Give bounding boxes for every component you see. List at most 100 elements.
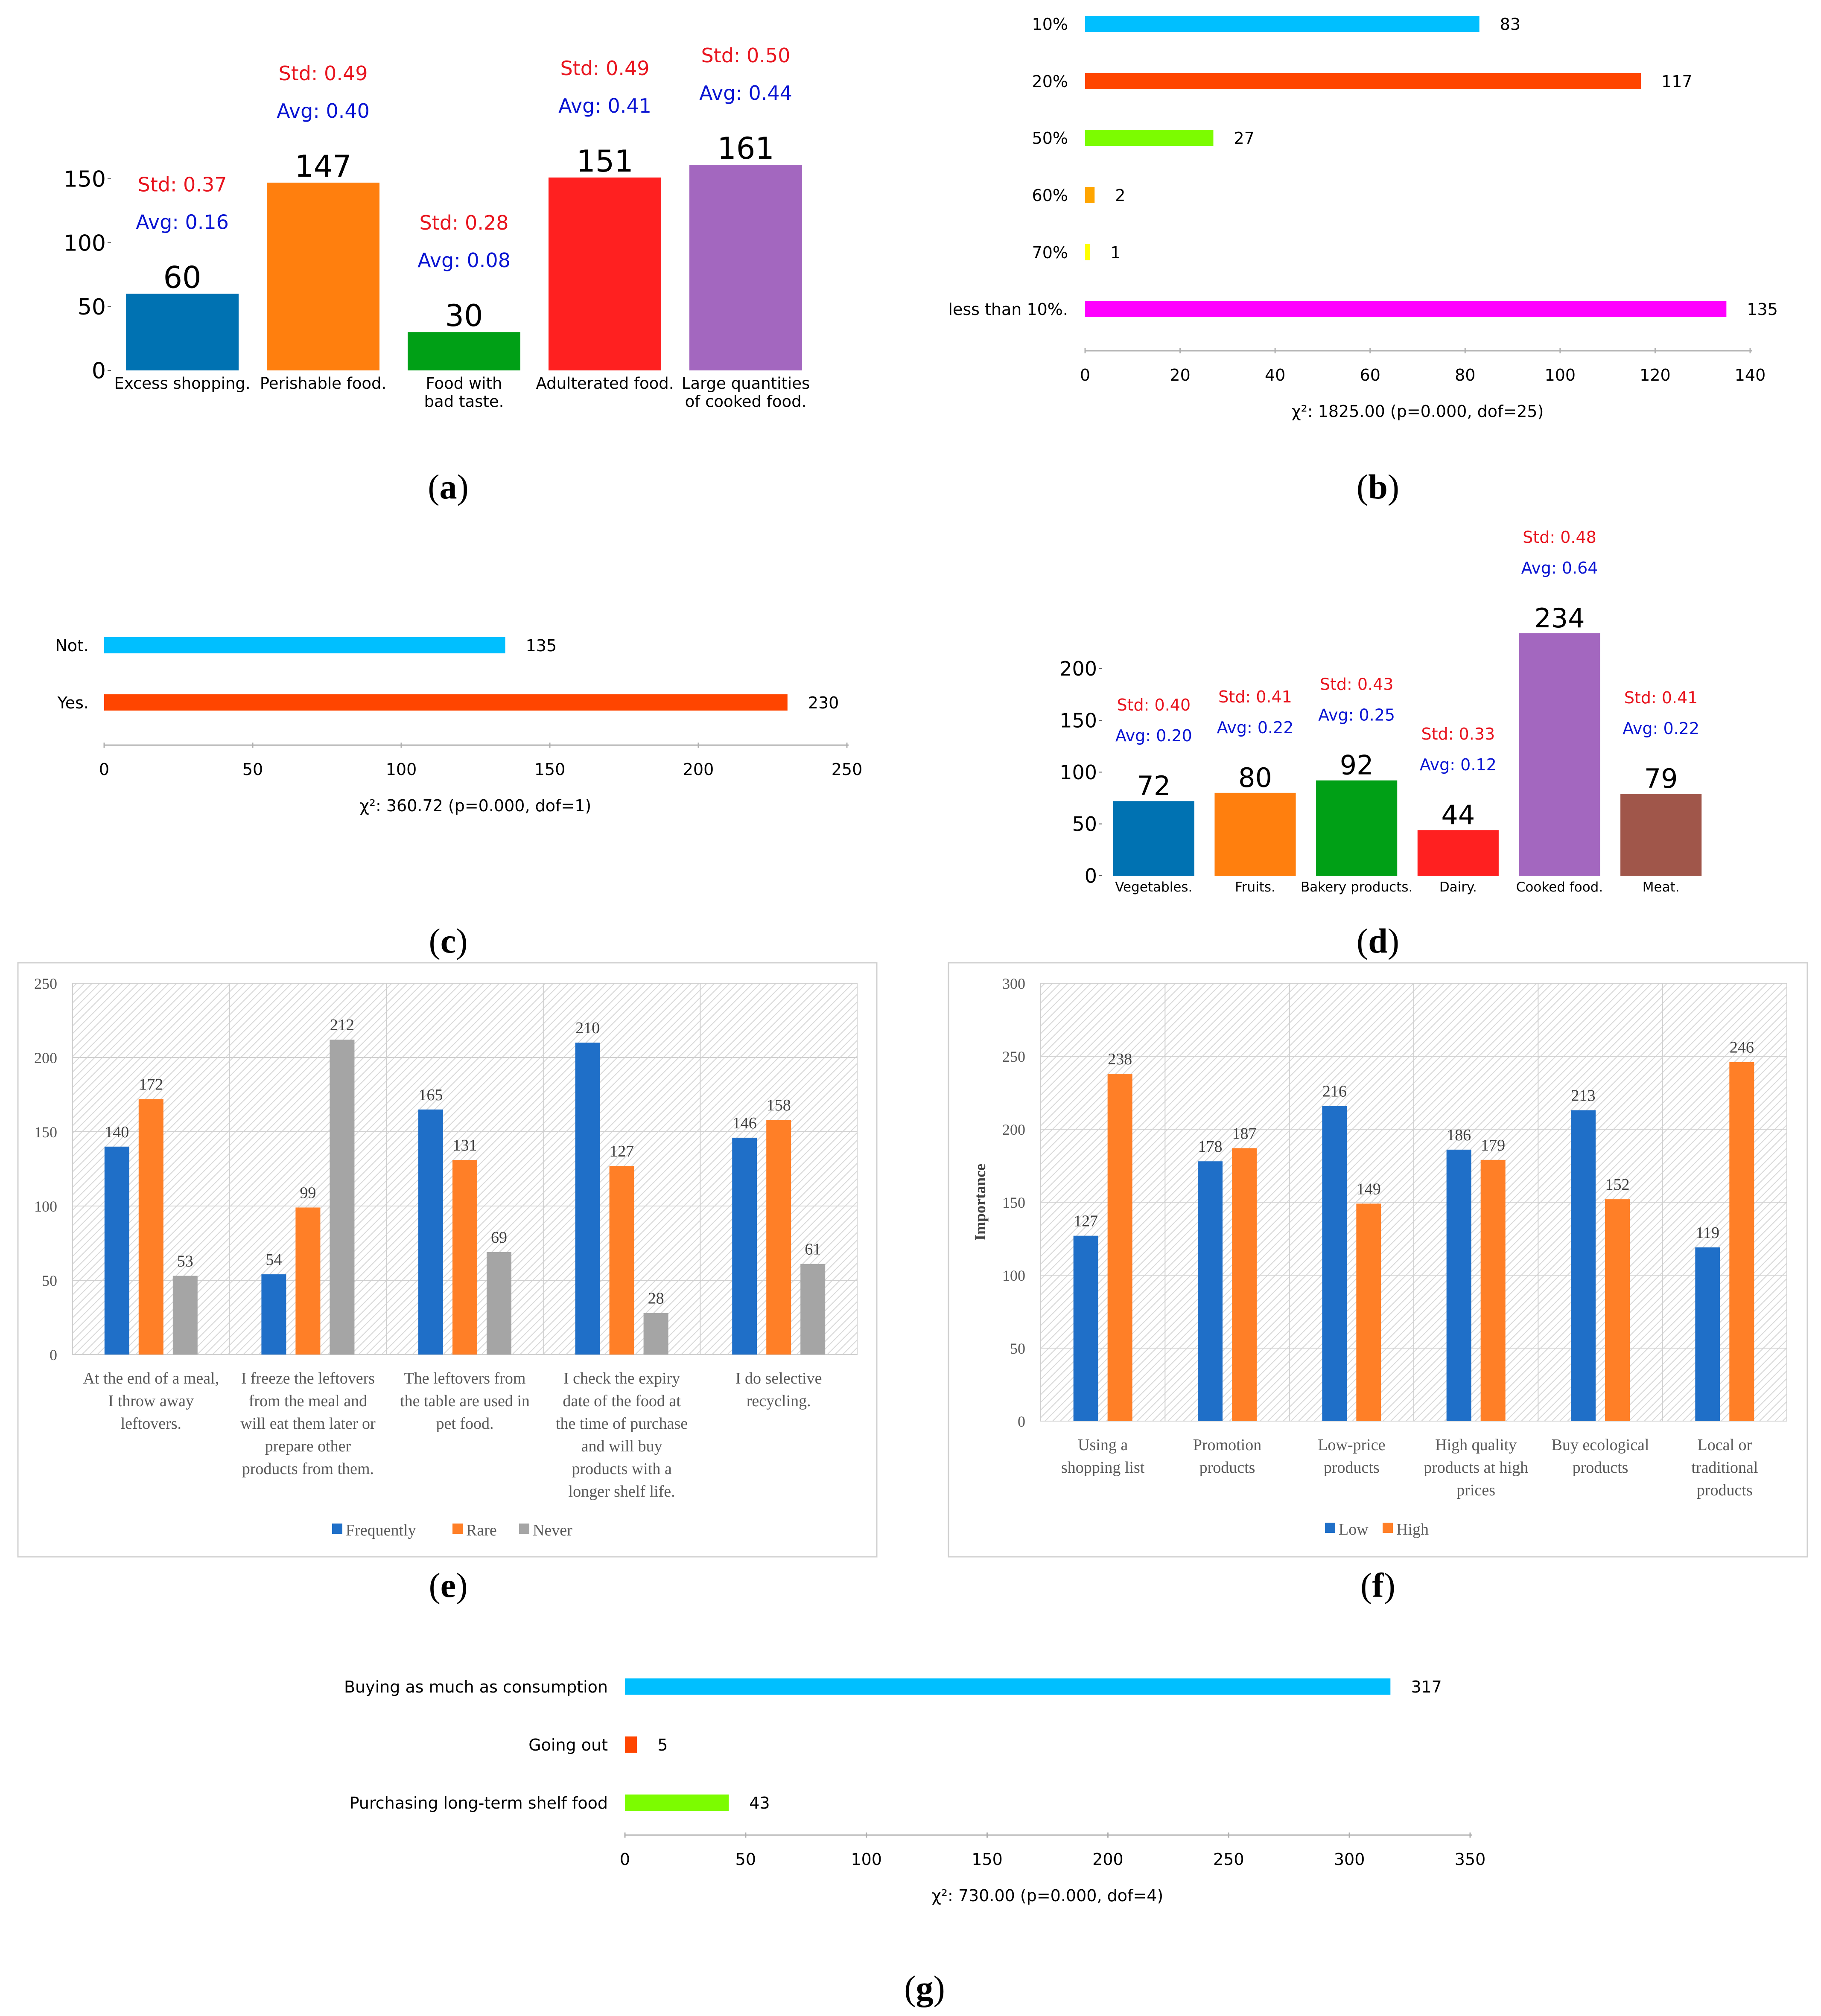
chart-e: 0 50 100 150 200 250 140 172 53 At the end of a m…: [17, 962, 878, 1605]
x-tick-label-c-4: 200: [683, 760, 714, 779]
x-tick-label-c-2: 100: [386, 760, 417, 779]
category-label-f-1-0: Promotion: [1193, 1436, 1261, 1454]
category-label-a-2-1: bad taste.: [424, 393, 504, 411]
bar-c-0: [104, 637, 505, 653]
bar-d-2: [1316, 780, 1398, 876]
category-label-a-1-0: Perishable food.: [260, 374, 387, 393]
category-label-e-4-1: recycling.: [747, 1392, 811, 1410]
value-label-c-1: 230: [808, 693, 839, 712]
std-label-a-0: Std: 0.37: [138, 173, 227, 196]
category-label-b-2: 50%: [1032, 129, 1068, 148]
category-label-e-3-0: I check the expiry: [563, 1369, 680, 1387]
bar-e-rare-1: [295, 1207, 321, 1355]
bar-g-0: [625, 1678, 1391, 1695]
bar-g-1: [625, 1736, 637, 1753]
legend-swatch-f-1: [1383, 1523, 1393, 1533]
x-tick-label-g-6: 300: [1334, 1850, 1365, 1869]
value-label-a-0: 60: [163, 260, 201, 295]
panel-label-a: (a): [428, 467, 469, 506]
x-tick-label-c-0: 0: [99, 760, 109, 779]
category-label-g-0: Buying as much as consumption: [344, 1678, 608, 1696]
value-label-d-1: 80: [1238, 762, 1272, 793]
bar-d-3: [1417, 830, 1499, 876]
category-label-d-3-0: Dairy.: [1439, 880, 1477, 895]
value-label-e-frequently-1: 54: [266, 1251, 282, 1269]
category-label-b-5: less than 10%.: [948, 300, 1068, 319]
value-label-e-never-1: 212: [330, 1016, 354, 1034]
value-label-c-0: 135: [526, 636, 557, 655]
value-label-e-frequently-4: 146: [732, 1114, 757, 1132]
category-label-e-1-3: prepare other: [265, 1437, 351, 1455]
category-label-e-1-1: from the meal and: [249, 1392, 368, 1410]
value-label-e-rare-3: 127: [610, 1142, 634, 1160]
x-tick-label-c-5: 250: [832, 760, 863, 779]
y-tick-label-a-3: 150: [64, 167, 106, 192]
bar-f-high-4: [1605, 1199, 1630, 1421]
y-tick-label-f-6: 300: [1002, 975, 1025, 992]
category-label-d-2-0: Bakery products.: [1301, 880, 1412, 895]
bar-b-1: [1085, 73, 1641, 89]
category-label-d-5-0: Meat.: [1643, 880, 1680, 895]
x-tick-label-b-6: 120: [1640, 366, 1671, 385]
value-label-g-1: 5: [657, 1736, 668, 1754]
category-label-d-4-0: Cooked food.: [1516, 880, 1603, 895]
bar-a-4: [689, 165, 802, 370]
bar-e-rare-0: [138, 1099, 163, 1355]
std-label-d-3: Std: 0.33: [1421, 725, 1495, 743]
y-tick-label-f-5: 250: [1002, 1048, 1025, 1065]
x-tick-label-c-1: 50: [242, 760, 263, 779]
category-label-b-4: 70%: [1032, 243, 1068, 262]
category-label-e-3-4: products with a: [572, 1460, 671, 1478]
value-label-e-never-0: 53: [177, 1253, 193, 1270]
bar-e-rare-3: [609, 1166, 634, 1355]
bar-a-1: [267, 182, 379, 370]
value-label-e-rare-2: 131: [453, 1136, 477, 1154]
avg-label-d-4: Avg: 0.64: [1521, 559, 1598, 577]
stat-label-b: χ²: 1825.00 (p=0.000, dof=25): [1292, 402, 1544, 421]
value-label-b-5: 135: [1747, 300, 1778, 319]
x-tick-label-g-7: 350: [1455, 1850, 1486, 1869]
bar-e-frequently-1: [261, 1274, 286, 1355]
category-label-a-4-1: of cooked food.: [685, 393, 807, 411]
category-label-c-0: Not.: [55, 636, 89, 655]
value-label-g-0: 317: [1411, 1678, 1442, 1696]
legend-swatch-f-0: [1325, 1523, 1335, 1533]
value-label-e-frequently-2: 165: [419, 1086, 443, 1104]
bar-a-3: [549, 177, 661, 370]
y-tick-label-d-1: 50: [1072, 813, 1097, 836]
bar-a-0: [126, 294, 239, 370]
panel-label-f: (f): [1360, 1566, 1395, 1605]
category-label-a-0-0: Excess shopping.: [114, 374, 250, 393]
std-label-a-1: Std: 0.49: [279, 62, 368, 85]
value-label-e-rare-4: 158: [767, 1096, 791, 1114]
value-label-e-rare-0: 172: [139, 1075, 163, 1093]
bar-f-high-1: [1232, 1148, 1257, 1421]
chart-g: 0 50 100 150 200 250 300 350 Buying as much as c…: [344, 1678, 1485, 2007]
value-label-e-frequently-3: 210: [575, 1019, 600, 1037]
y-tick-label-e-2: 100: [34, 1198, 57, 1215]
legend-label-e-1: Rare: [466, 1521, 497, 1539]
category-label-e-0-0: At the end of a meal,: [83, 1369, 219, 1387]
y-tick-label-f-0: 0: [1018, 1413, 1025, 1430]
y-tick-label-e-4: 200: [34, 1049, 57, 1066]
legend-label-e-0: Frequently: [346, 1521, 416, 1539]
category-label-e-2-0: The leftovers from: [404, 1369, 526, 1387]
category-label-a-4-0: Large quantities: [682, 374, 810, 393]
value-label-a-1: 147: [295, 149, 352, 184]
bar-e-never-2: [487, 1252, 511, 1355]
std-label-d-4: Std: 0.48: [1523, 528, 1596, 547]
category-label-a-2-0: Food with: [426, 374, 502, 393]
value-label-e-never-4: 61: [805, 1241, 821, 1259]
x-tick-label-g-3: 150: [972, 1850, 1003, 1869]
category-label-f-2-0: Low-price: [1318, 1436, 1385, 1454]
category-label-f-3-2: prices: [1456, 1481, 1495, 1499]
category-label-f-5-0: Local or: [1698, 1436, 1752, 1454]
bar-b-0: [1085, 16, 1480, 32]
value-label-f-low-2: 216: [1322, 1082, 1347, 1100]
std-label-a-4: Std: 0.50: [701, 44, 791, 67]
bar-f-high-2: [1356, 1203, 1381, 1421]
stat-label-c: χ²: 360.72 (p=0.000, dof=1): [360, 796, 591, 815]
value-label-b-0: 83: [1500, 15, 1520, 34]
panel-label-g: (g): [904, 1969, 945, 2007]
